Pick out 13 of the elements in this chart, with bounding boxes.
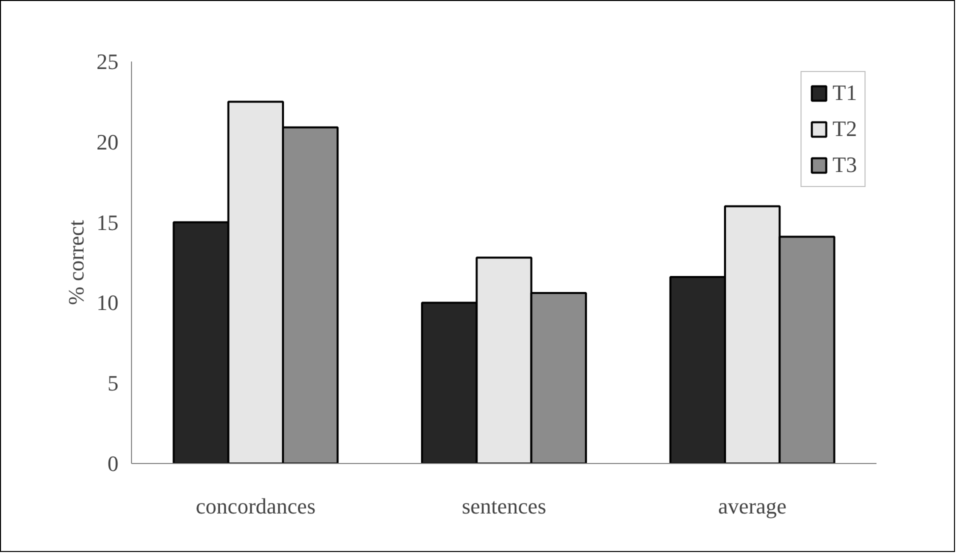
y-tick-label: 5 <box>108 370 118 396</box>
y-tick-label: 25 <box>96 49 118 74</box>
y-tick-label: 0 <box>108 451 118 476</box>
legend-label: T1 <box>832 80 857 106</box>
x-tick-label: concordances <box>196 494 316 518</box>
x-tick-label: average <box>718 494 787 518</box>
y-tick-label: 15 <box>96 210 118 235</box>
legend-label: T2 <box>832 116 857 142</box>
y-tick-label: 10 <box>96 290 118 316</box>
y-axis-title: % correct <box>64 220 88 305</box>
y-tick-label: 20 <box>96 129 118 154</box>
x-tick-label: sentences <box>462 494 546 518</box>
legend-label: T3 <box>832 152 857 178</box>
